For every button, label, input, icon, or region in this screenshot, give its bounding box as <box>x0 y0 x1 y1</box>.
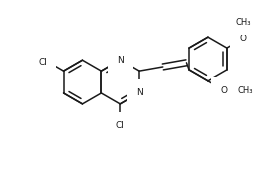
Text: Cl: Cl <box>39 58 47 67</box>
Text: N: N <box>117 56 124 65</box>
Text: N: N <box>136 88 143 98</box>
Text: O: O <box>220 86 227 95</box>
Text: CH₃: CH₃ <box>237 86 252 95</box>
Text: CH₃: CH₃ <box>235 18 251 27</box>
Text: Cl: Cl <box>116 121 125 130</box>
Text: O: O <box>239 34 246 43</box>
